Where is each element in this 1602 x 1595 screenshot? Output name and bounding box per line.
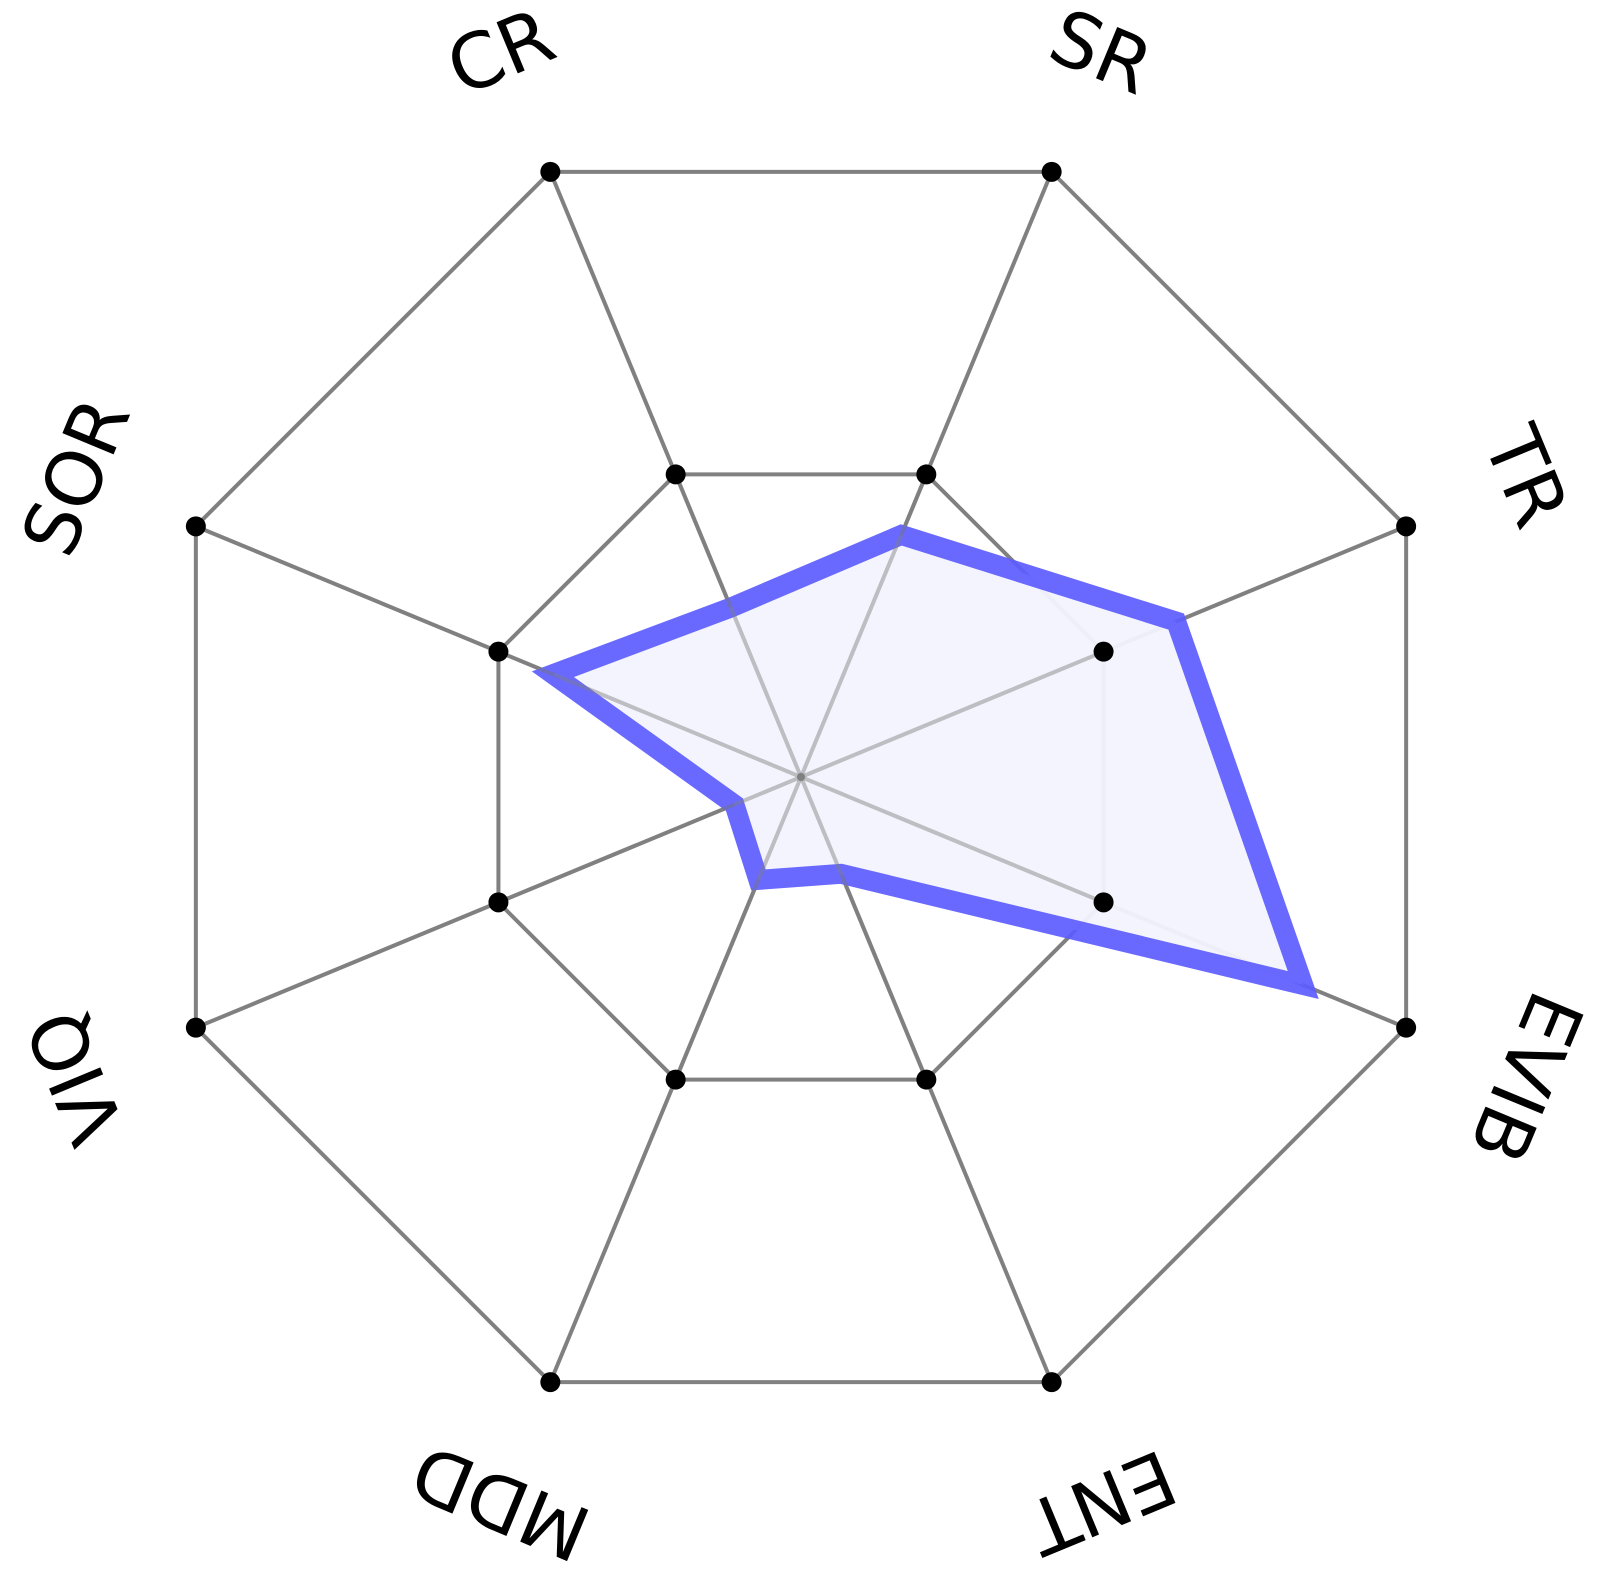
- series-layer: [531, 524, 1319, 1000]
- axis-label-sr: SR: [1038, 0, 1165, 112]
- axis-label-tr: TR: [1466, 413, 1587, 540]
- series-point-tr: [1175, 621, 1177, 623]
- ring-marker-2-ent: [1041, 1372, 1062, 1393]
- center-marker: [797, 773, 805, 781]
- ring-marker-1-mdd: [665, 1069, 686, 1090]
- spoke-overlay-mdd: [673, 776, 803, 1081]
- spoke-overlay-viq: [497, 775, 802, 905]
- ring-marker-1-viq: [488, 892, 509, 913]
- spoke-overlay-sr: [799, 473, 929, 778]
- ring-marker-1-sor: [488, 641, 509, 662]
- ring-marker-1-evib: [1093, 892, 1114, 913]
- ring-marker-1-tr: [1093, 641, 1114, 662]
- ring-marker-2-mdd: [540, 1372, 561, 1393]
- axis-label-mdd: MDD: [399, 1426, 602, 1578]
- ring-marker-1-cr: [665, 464, 686, 485]
- spoke-overlay-layer: [497, 473, 1105, 1081]
- ring-marker-2-evib: [1396, 1017, 1417, 1038]
- series-line-1: [531, 524, 1319, 1000]
- series-point-evib: [1302, 984, 1304, 986]
- spoke-overlay-ent: [799, 776, 929, 1081]
- spoke-overlay-tr: [800, 649, 1105, 779]
- axis-label-sor: SOR: [4, 385, 148, 568]
- ring-marker-1-sr: [916, 464, 937, 485]
- ring-marker-1-ent: [916, 1069, 937, 1090]
- spoke-overlay-evib: [800, 775, 1105, 905]
- axis-label-ent: ENT: [1014, 1432, 1188, 1572]
- axis-label-viq: VIQ: [9, 998, 143, 1156]
- ring-marker-2-sor: [185, 516, 206, 537]
- ring-marker-2-viq: [185, 1017, 206, 1038]
- marker-layer: [185, 161, 1417, 1393]
- axis-label-cr: CR: [435, 0, 567, 113]
- axis-label-evib: EVIB: [1452, 980, 1601, 1175]
- ring-marker-2-sr: [1041, 161, 1062, 182]
- ring-marker-2-cr: [540, 161, 561, 182]
- spoke-overlay-sor: [497, 649, 802, 779]
- spoke-overlay-cr: [673, 473, 803, 778]
- ring-marker-2-tr: [1396, 516, 1417, 537]
- series-area-1: [552, 534, 1304, 986]
